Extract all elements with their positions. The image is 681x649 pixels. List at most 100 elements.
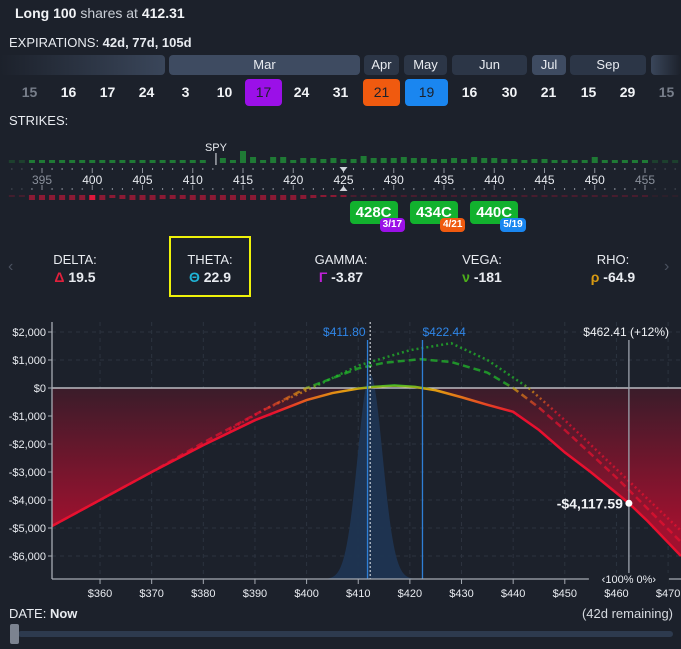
greeks-prev-arrow[interactable]: ‹: [8, 258, 14, 275]
y-tick-label: -$2,000: [9, 439, 46, 451]
call-oi-bar: [129, 160, 136, 163]
expiration-date-15[interactable]: 15: [21, 84, 38, 100]
strike-label[interactable]: 455: [635, 173, 655, 187]
put-oi-bar: [270, 195, 277, 200]
call-oi-bar: [591, 157, 598, 163]
call-oi-bar: [300, 158, 307, 163]
strike-label[interactable]: 430: [384, 173, 404, 187]
underlying-label: SPY: [205, 142, 228, 154]
call-oi-bar: [49, 160, 56, 163]
call-oi-bar: [199, 160, 206, 163]
strike-label[interactable]: 420: [283, 173, 303, 187]
month-more[interactable]: [651, 55, 681, 75]
greek-label: RHO:: [596, 252, 630, 267]
theta-highlight-box: [169, 236, 251, 297]
put-oi-bar: [219, 195, 226, 200]
put-oi-bar: [320, 195, 327, 197]
put-oi-bar: [642, 195, 648, 197]
call-oi-bar: [561, 160, 568, 163]
expiration-date-15[interactable]: 15: [580, 84, 597, 100]
greek-symbol-icon: Θ: [188, 269, 200, 285]
strike-label[interactable]: 425: [333, 173, 353, 187]
put-oi-bar: [229, 195, 236, 200]
call-oi-bar: [290, 160, 297, 163]
strike-label[interactable]: 415: [233, 173, 253, 187]
call-oi-bar: [441, 159, 447, 163]
put-oi-bar: [471, 195, 478, 197]
expiration-date-17[interactable]: 17: [99, 84, 116, 100]
strike-label[interactable]: 395: [32, 173, 52, 187]
expiration-date-15[interactable]: 15: [658, 84, 675, 100]
expiration-date-29[interactable]: 29: [619, 84, 636, 100]
put-oi-bar: [410, 195, 417, 197]
expiration-date-10[interactable]: 10: [216, 84, 233, 100]
call-oi-bar: [491, 158, 498, 163]
probability-distribution: [323, 374, 417, 579]
month-mar[interactable]: Mar: [169, 55, 360, 75]
breakeven-label: $411.80: [323, 325, 366, 339]
expiration-date-30[interactable]: 30: [501, 84, 518, 100]
expiration-date-16[interactable]: 16: [60, 84, 77, 100]
put-oi-bar: [39, 195, 45, 200]
call-oi-bar: [330, 158, 337, 163]
put-oi-bar: [370, 195, 377, 197]
expiration-date-16[interactable]: 16: [461, 84, 478, 100]
month-more[interactable]: [0, 55, 165, 75]
call-oi-bar: [28, 160, 35, 163]
strike-label[interactable]: 405: [132, 173, 152, 187]
strike-label[interactable]: 400: [82, 173, 102, 187]
call-oi-bar: [89, 160, 96, 163]
date-label: DATE: Now: [9, 606, 78, 621]
greek-value: Γ -3.87: [296, 269, 386, 285]
call-oi-bar: [18, 160, 25, 163]
put-oi-bar: [561, 195, 568, 197]
call-oi-bar: [370, 158, 377, 163]
expiration-date-19[interactable]: 19: [405, 79, 448, 106]
greek-delta: DELTA: Δ 19.5: [30, 252, 120, 285]
put-oi-bar: [330, 195, 337, 197]
call-oi-bar: [400, 157, 407, 163]
strike-label[interactable]: 410: [183, 173, 203, 187]
put-oi-bar: [571, 195, 578, 197]
month-jun[interactable]: Jun: [452, 55, 527, 75]
put-oi-bar: [159, 195, 166, 199]
expiry-badge: 5/19: [500, 218, 526, 232]
pl-chart[interactable]: $411.80 $422.44 $462.41 (+12%) -$4,117.59 $2…: [0, 0, 681, 600]
y-tick-label: $2,000: [12, 327, 46, 339]
expiration-date-21[interactable]: 21: [363, 79, 400, 106]
call-oi-bar: [541, 159, 548, 163]
date-slider-track[interactable]: [18, 631, 673, 637]
month-jul[interactable]: Jul: [532, 55, 566, 75]
y-tick-label: -$5,000: [9, 523, 46, 535]
month-sep[interactable]: Sep: [570, 55, 646, 75]
greeks-next-arrow[interactable]: ›: [664, 258, 670, 275]
strike-label[interactable]: 440: [484, 173, 504, 187]
date-slider-thumb[interactable]: [10, 624, 19, 644]
put-oi-bar: [109, 195, 116, 198]
x-tick-label: $420: [398, 588, 422, 600]
expiration-date-3[interactable]: 3: [181, 84, 190, 100]
month-may[interactable]: May: [404, 55, 447, 75]
expiration-date-17[interactable]: 17: [245, 79, 282, 106]
put-oi-bar: [461, 195, 468, 197]
strike-label[interactable]: 435: [434, 173, 454, 187]
put-oi-bar: [350, 195, 357, 197]
expiration-date-21[interactable]: 21: [540, 84, 557, 100]
expiration-date-31[interactable]: 31: [332, 84, 349, 100]
y-tick-label: $0: [34, 383, 46, 395]
put-oi-bar: [179, 195, 186, 199]
expiration-date-24[interactable]: 24: [293, 84, 310, 100]
strike-label[interactable]: 450: [585, 173, 605, 187]
call-oi-bar: [531, 159, 538, 163]
strike-label[interactable]: 445: [534, 173, 554, 187]
call-oi-bar: [501, 159, 508, 163]
month-apr[interactable]: Apr: [364, 55, 399, 75]
strike-ladder[interactable]: 395 400 405 410 415 420 425 430 435 440 445 450 455 S…: [0, 135, 681, 200]
put-oi-bar: [430, 195, 437, 197]
expiry-badge: 3/17: [379, 218, 406, 232]
call-oi-bar: [179, 160, 186, 163]
expiration-date-24[interactable]: 24: [138, 84, 155, 100]
cursor-point: [625, 499, 633, 507]
atm-marker-icon: [339, 186, 348, 191]
y-tick-label: -$6,000: [9, 551, 46, 563]
